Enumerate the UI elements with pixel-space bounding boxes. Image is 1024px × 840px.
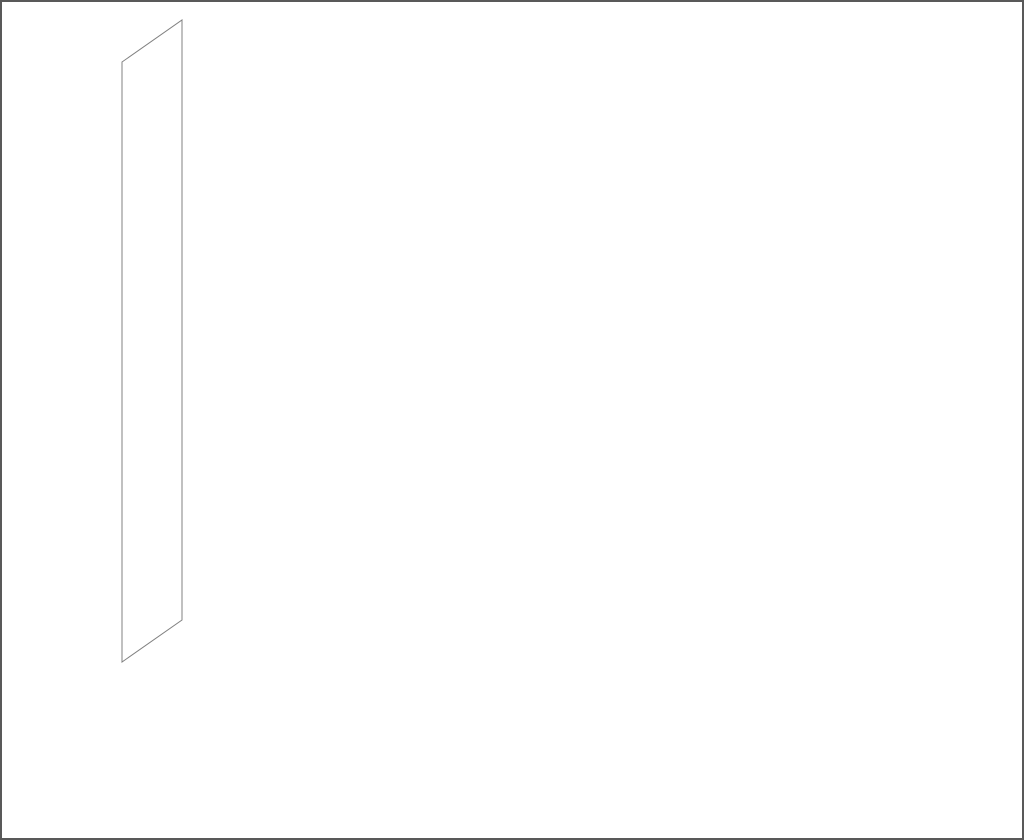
- bar-chart-3d: [2, 2, 1022, 838]
- chart-frame: [0, 0, 1024, 840]
